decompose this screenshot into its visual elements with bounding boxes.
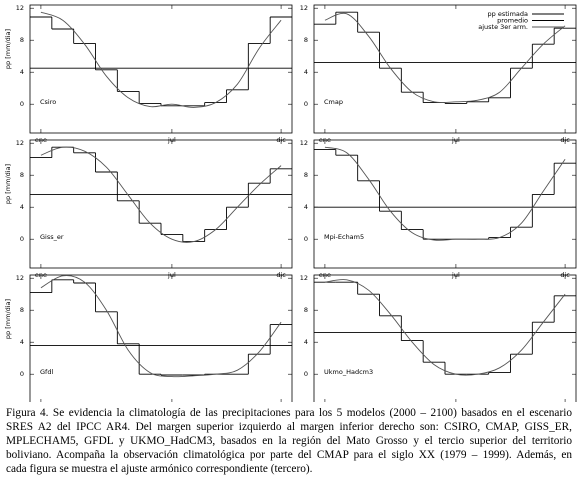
caption-line: SRES A2 del IPCC AR4. Del margen superio… <box>6 421 572 433</box>
fit-curve <box>40 275 282 378</box>
panel-label: Mpi-Echam5 <box>324 233 364 241</box>
fit-curve <box>324 12 566 104</box>
y-tick-label: 0 <box>304 235 308 243</box>
y-tick-label: 0 <box>304 100 308 108</box>
y-tick-label: 12 <box>16 274 24 282</box>
plot-frame <box>29 139 293 269</box>
y-tick-label: 8 <box>20 306 24 314</box>
panel-label: Giss_er <box>40 233 64 241</box>
y-tick-label: 0 <box>20 370 24 378</box>
fit-curve <box>324 279 566 376</box>
caption-line: MPLECHAM5, GFDL y UKMO_HadCM3, basados e… <box>6 435 572 447</box>
legend-label: ajuste 3er arm. <box>478 23 528 31</box>
caption-line: boliviano. Acompaña la observación clima… <box>6 449 572 461</box>
y-tick-label: 8 <box>20 171 24 179</box>
y-axis-label: pp [mm/dia] <box>4 299 12 339</box>
plot-frame <box>29 4 293 134</box>
plot-frame <box>313 139 577 269</box>
y-tick-label: 12 <box>16 4 24 12</box>
y-tick-label: 8 <box>20 36 24 44</box>
caption-line: cada figura se muestra el ajuste armónic… <box>6 463 313 475</box>
y-axis-label: pp [mm/dia] <box>4 29 12 69</box>
y-tick-label: 12 <box>16 139 24 147</box>
y-tick-label: 12 <box>300 274 308 282</box>
caption: Figura 4. Se evidencia la climatología d… <box>6 406 572 476</box>
fit-curve <box>40 11 282 108</box>
y-tick-label: 4 <box>20 338 24 346</box>
plot-frame <box>313 274 577 402</box>
plot-frame <box>29 274 293 402</box>
y-axis-label: pp [mm/dia] <box>4 164 12 204</box>
panel-label: Gfdl <box>40 368 53 376</box>
legend-label: pp estimada <box>488 10 528 18</box>
plot-frame <box>313 4 577 134</box>
legend-label: promedio <box>497 17 528 25</box>
y-tick-label: 8 <box>304 306 308 314</box>
y-tick-label: 8 <box>304 36 308 44</box>
y-tick-label: 12 <box>300 139 308 147</box>
y-tick-label: 4 <box>20 68 24 76</box>
y-tick-label: 4 <box>304 68 308 76</box>
panel-label: Cmap <box>324 98 343 106</box>
y-tick-label: 0 <box>20 100 24 108</box>
panel-label: Ukmo_Hadcm3 <box>324 368 373 376</box>
fit-curve <box>324 146 566 241</box>
y-tick-label: 4 <box>304 203 308 211</box>
y-tick-label: 12 <box>300 4 308 12</box>
y-tick-label: 8 <box>304 171 308 179</box>
fit-curve <box>40 146 282 243</box>
panel-label: Csiro <box>40 98 56 106</box>
y-tick-label: 0 <box>304 370 308 378</box>
y-tick-label: 4 <box>20 203 24 211</box>
caption-line: Figura 4. Se evidencia la climatología d… <box>6 407 572 419</box>
y-tick-label: 0 <box>20 235 24 243</box>
y-tick-label: 4 <box>304 338 308 346</box>
